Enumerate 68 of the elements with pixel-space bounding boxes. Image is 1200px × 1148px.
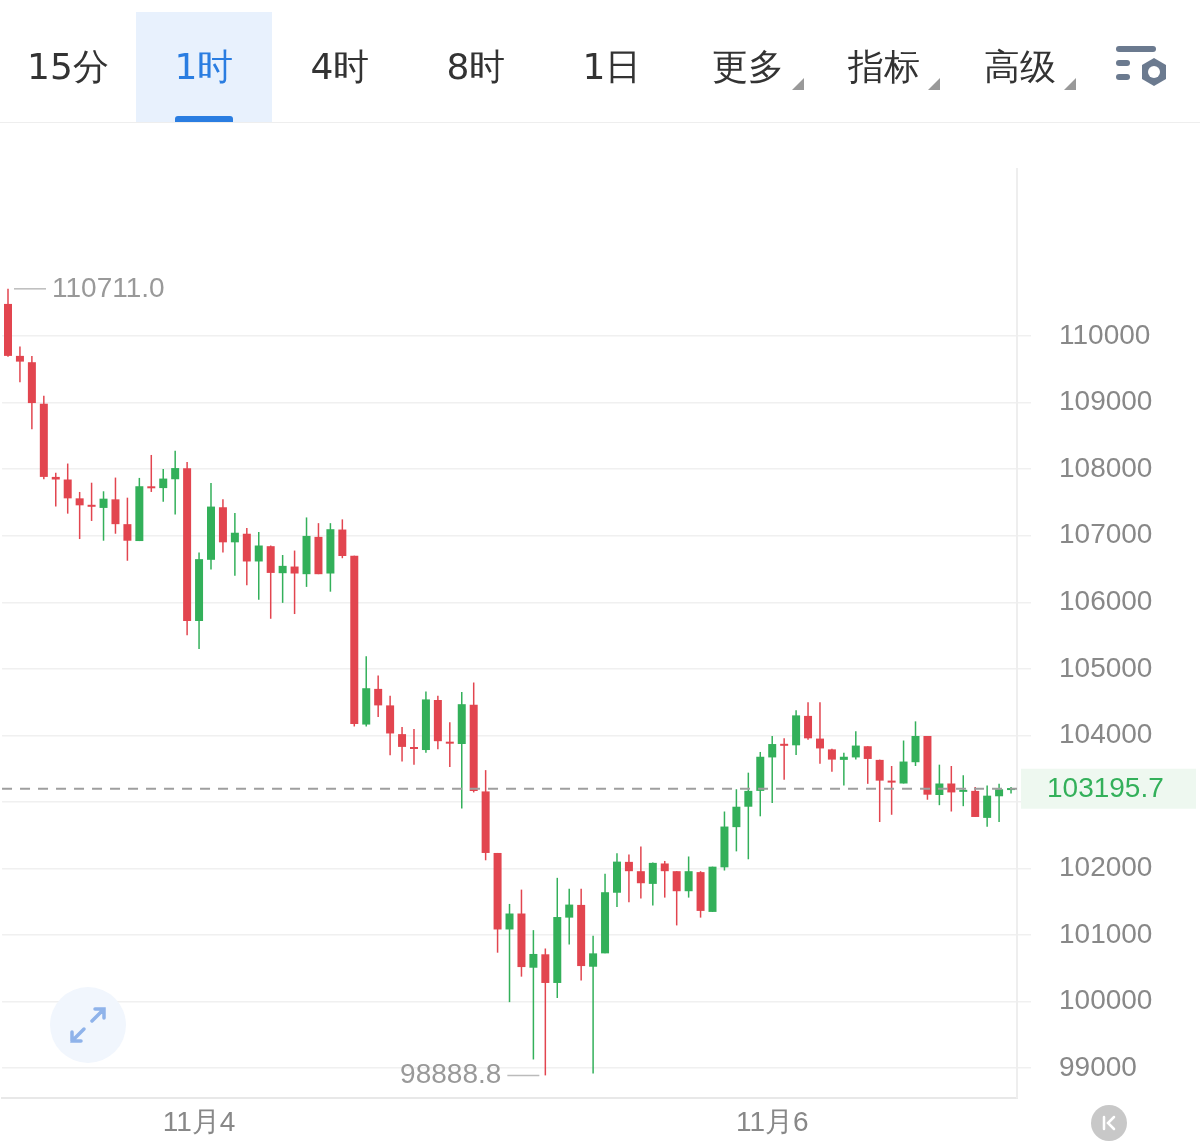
y-tick-label: 106000 [1059, 584, 1153, 616]
text: 4时 [310, 44, 370, 89]
candlestick [732, 788, 741, 853]
candlestick [409, 728, 418, 766]
y-tick-label: 108000 [1059, 451, 1153, 483]
x-tick-label: 11月6 [735, 1105, 809, 1137]
candlestick [123, 496, 132, 562]
y-tick-label: 99000 [1059, 1050, 1137, 1082]
text: 1日 [582, 44, 642, 89]
candlestick [947, 765, 956, 813]
candlestick [75, 491, 84, 540]
text: 高级 [984, 44, 1056, 89]
candlestick [648, 861, 657, 907]
candlestick [230, 512, 239, 577]
candlestick [147, 454, 156, 493]
candlestick [51, 472, 60, 508]
candlestick [171, 450, 180, 516]
candlestick [875, 758, 884, 823]
candlestick [899, 739, 908, 785]
candlestick [935, 763, 944, 806]
candlestick [839, 751, 848, 787]
text: 8时 [446, 44, 506, 89]
ref-line-label: 103195.7 [1047, 771, 1164, 803]
candlestick [636, 845, 645, 900]
candlestick [290, 549, 299, 615]
candlestick [445, 721, 454, 768]
candlestick [565, 887, 574, 946]
text: 15分 [27, 44, 109, 89]
candlestick [780, 737, 789, 781]
candlestick [983, 784, 992, 828]
text: 更多 [712, 44, 784, 89]
candlestick [624, 853, 633, 904]
candlestick [63, 462, 72, 515]
candlestick [804, 701, 813, 741]
candlestick [672, 870, 681, 927]
y-tick-label: 104000 [1059, 718, 1153, 750]
candlestick [815, 701, 824, 765]
candlestick [15, 345, 24, 384]
annotation: 110711.0 [52, 271, 165, 303]
candlestick [684, 855, 693, 899]
candlestick [660, 860, 669, 899]
y-tick-label: 101000 [1059, 917, 1153, 949]
candlestick [863, 745, 872, 785]
candlestick [959, 774, 968, 807]
y-tick-label: 102000 [1059, 851, 1153, 883]
candlestick [254, 531, 263, 601]
candlestick [887, 765, 896, 816]
candlestick [529, 929, 538, 1061]
candlestick [505, 903, 514, 1003]
candlestick [851, 730, 860, 761]
candlestick [589, 935, 598, 1075]
candlestick [768, 735, 777, 804]
candlestick [87, 481, 96, 522]
annotation: 98888.8 [400, 1058, 502, 1090]
candlestick [159, 468, 168, 503]
y-tick-label: 100000 [1059, 984, 1153, 1016]
text: 指标 [848, 44, 920, 89]
y-tick-label: 110000 [1059, 318, 1151, 350]
candlestick [99, 490, 108, 542]
text: 1时 [174, 44, 234, 89]
y-tick-label: 107000 [1059, 518, 1153, 550]
x-tick-label: 11月4 [162, 1105, 236, 1137]
y-tick-label: 105000 [1059, 651, 1153, 683]
candlestick [374, 674, 383, 718]
candlestick [278, 554, 287, 604]
candlestick [398, 726, 407, 763]
candlestick [744, 771, 753, 861]
y-tick-label: 109000 [1059, 385, 1153, 417]
